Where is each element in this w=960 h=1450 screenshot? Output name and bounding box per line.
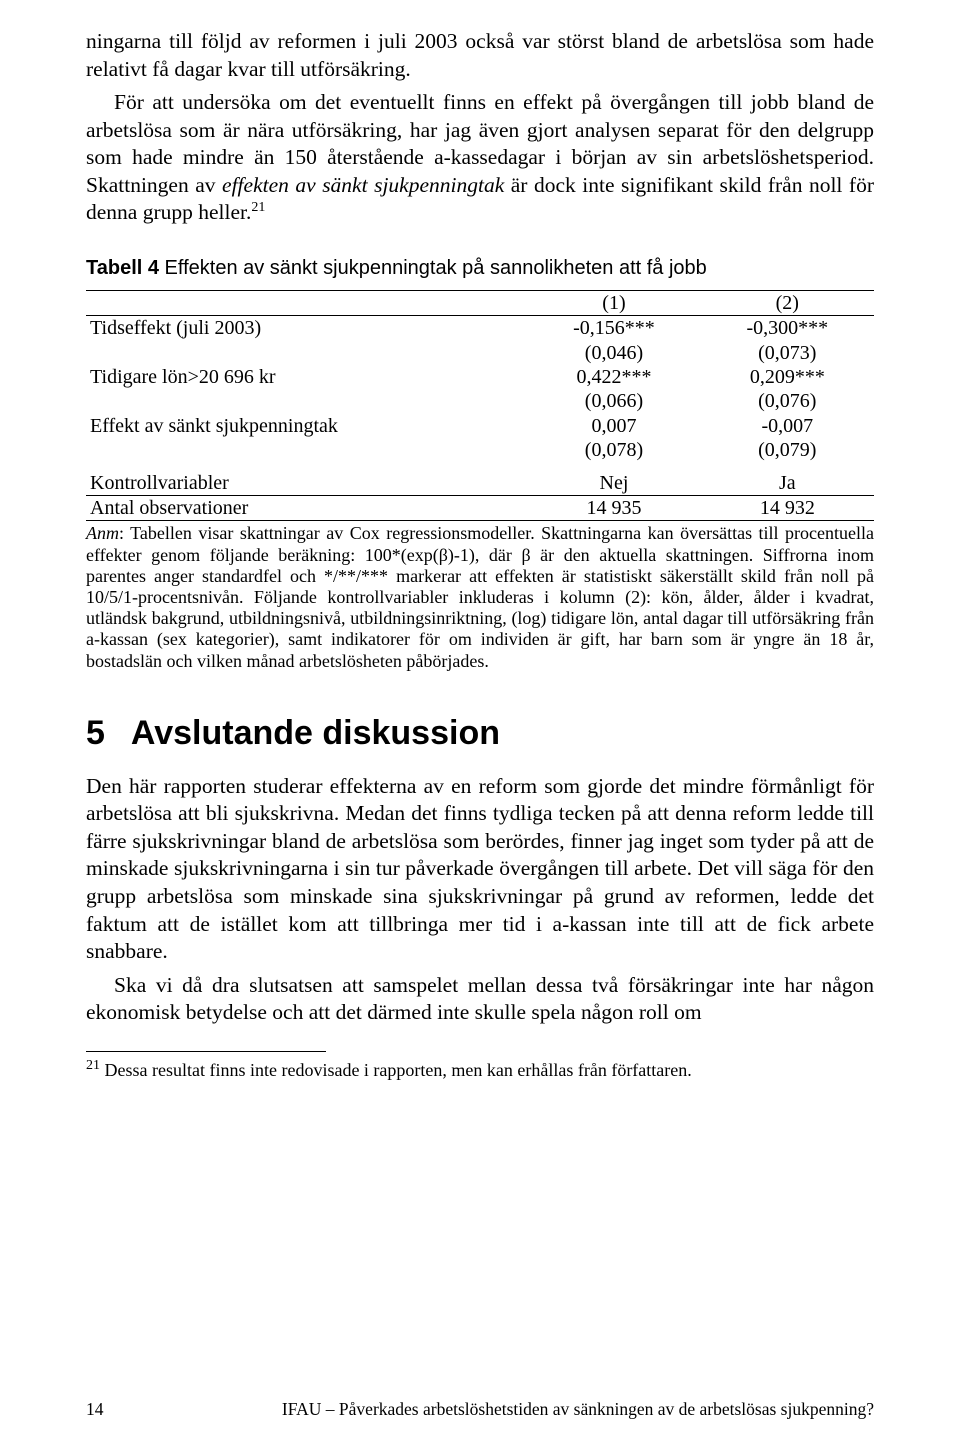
row-c1: -0,156*** bbox=[527, 316, 700, 341]
intro-italic: effekten av sänkt sjukpenningtak bbox=[222, 173, 504, 197]
table-caption: Tabell 4 Effekten av sänkt sjukpenningta… bbox=[86, 257, 874, 280]
footnote-text: Dessa resultat finns inte redovisade i r… bbox=[100, 1060, 692, 1080]
intro-paragraph-1: ningarna till följd av reformen i juli 2… bbox=[86, 28, 874, 83]
footnote-separator bbox=[86, 1051, 326, 1052]
footnote-sup: 21 bbox=[86, 1058, 100, 1073]
row-label bbox=[86, 341, 527, 365]
kontroll-label: Kontrollvariabler bbox=[86, 463, 527, 496]
row-c2: -0,300*** bbox=[701, 316, 874, 341]
footer-text: IFAU – Påverkades arbetslöshetstiden av … bbox=[282, 1399, 874, 1420]
row-c1: 0,422*** bbox=[527, 365, 700, 389]
row-label bbox=[86, 389, 527, 413]
table-row-obs: Antal observationer 14 935 14 932 bbox=[86, 495, 874, 520]
header-blank bbox=[86, 290, 527, 315]
row-c1: (0,078) bbox=[527, 438, 700, 462]
kontroll-c2: Ja bbox=[701, 463, 874, 496]
row-label: Tidigare lön>20 696 kr bbox=[86, 365, 527, 389]
obs-c1: 14 935 bbox=[527, 495, 700, 520]
table-row: Effekt av sänkt sjukpenningtak 0,007 -0,… bbox=[86, 414, 874, 438]
row-c1: (0,046) bbox=[527, 341, 700, 365]
intro-text-1: ningarna till följd av reformen i juli 2… bbox=[86, 29, 874, 81]
header-col2: (2) bbox=[701, 290, 874, 315]
table-note-rest: : Tabellen visar skattningar av Cox regr… bbox=[86, 523, 874, 670]
row-c1: (0,066) bbox=[527, 389, 700, 413]
footnote-21: 21 Dessa resultat finns inte redovisade … bbox=[86, 1058, 874, 1082]
section-heading: 5 Avslutande diskussion bbox=[86, 714, 874, 753]
table-header-row: (1) (2) bbox=[86, 290, 874, 315]
table-note: Anm: Tabellen visar skattningar av Cox r… bbox=[86, 523, 874, 672]
table-row: (0,078) (0,079) bbox=[86, 438, 874, 462]
obs-c2: 14 932 bbox=[701, 495, 874, 520]
body-paragraph-1: Den här rapporten studerar effekterna av… bbox=[86, 773, 874, 966]
table-caption-rest: Effekten av sänkt sjukpenningtak på sann… bbox=[159, 257, 707, 279]
kontroll-c1: Nej bbox=[527, 463, 700, 496]
section-title: Avslutande diskussion bbox=[131, 714, 500, 753]
table-row-kontroll: Kontrollvariabler Nej Ja bbox=[86, 463, 874, 496]
row-c2: -0,007 bbox=[701, 414, 874, 438]
results-table: (1) (2) Tidseffekt (juli 2003) -0,156***… bbox=[86, 290, 874, 522]
table-row: Tidseffekt (juli 2003) -0,156*** -0,300*… bbox=[86, 316, 874, 341]
footnote-ref-21: 21 bbox=[251, 200, 265, 215]
body-paragraph-2: Ska vi då dra slutsatsen att samspelet m… bbox=[86, 972, 874, 1027]
row-c2: (0,076) bbox=[701, 389, 874, 413]
page-footer: 14 IFAU – Påverkades arbetslöshetstiden … bbox=[86, 1399, 874, 1420]
header-col1: (1) bbox=[527, 290, 700, 315]
table-row: (0,066) (0,076) bbox=[86, 389, 874, 413]
row-c2: 0,209*** bbox=[701, 365, 874, 389]
table-note-anm: Anm bbox=[86, 523, 119, 543]
row-label: Tidseffekt (juli 2003) bbox=[86, 316, 527, 341]
row-c1: 0,007 bbox=[527, 414, 700, 438]
row-c2: (0,073) bbox=[701, 341, 874, 365]
table-row: (0,046) (0,073) bbox=[86, 341, 874, 365]
row-label: Effekt av sänkt sjukpenningtak bbox=[86, 414, 527, 438]
table-row: Tidigare lön>20 696 kr 0,422*** 0,209*** bbox=[86, 365, 874, 389]
intro-paragraph-2: För att undersöka om det eventuellt finn… bbox=[86, 89, 874, 227]
section-number: 5 bbox=[86, 714, 105, 753]
page-number: 14 bbox=[86, 1399, 104, 1420]
obs-label: Antal observationer bbox=[86, 495, 527, 520]
table-caption-bold: Tabell 4 bbox=[86, 257, 159, 279]
row-label bbox=[86, 438, 527, 462]
row-c2: (0,079) bbox=[701, 438, 874, 462]
